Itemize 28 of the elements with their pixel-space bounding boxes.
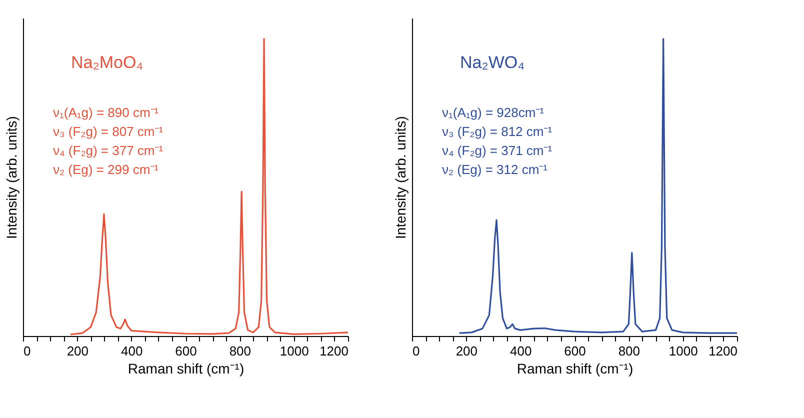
- x-tick-label: 800: [618, 344, 640, 358]
- x-tick-label: 1000: [280, 344, 309, 358]
- x-tick-label: 600: [564, 344, 586, 358]
- x-axis-title: Raman shift (cm⁻¹): [128, 360, 244, 376]
- y-axis-title: Intensity (arb. units): [392, 116, 408, 239]
- y-axis-title: Intensity (arb. units): [4, 116, 20, 239]
- x-tick-label: 400: [120, 344, 143, 358]
- x-tick-label: 800: [229, 344, 252, 358]
- text: Na₂MoO₄: [71, 53, 144, 72]
- x-tick-label: 1200: [320, 344, 348, 358]
- annotation: ν₄ (F₂g) = 377 cm⁻¹: [53, 143, 164, 158]
- x-tick-label: 400: [510, 344, 532, 358]
- x-tick-label: 1200: [708, 344, 738, 358]
- x-tick-label: 0: [412, 344, 420, 358]
- annotation: ν₃ (F₂g) = 807 cm⁻¹: [53, 124, 164, 139]
- text: Na₂WO₄: [460, 53, 525, 72]
- x-tick-label: 200: [66, 344, 89, 358]
- x-tick-label: 600: [175, 344, 197, 358]
- annotation: ν₂ (Eg) = 299 cm⁻¹: [53, 162, 160, 177]
- annotation: ν₁(A₁g) = 928cm⁻¹: [442, 105, 545, 120]
- annotation: ν₁(A₁g) = 890 cm⁻¹: [53, 105, 160, 120]
- annotation: ν₃ (F₂g) = 812 cm⁻¹: [442, 124, 553, 139]
- annotation: ν₄ (F₂g) = 371 cm⁻¹: [442, 143, 553, 158]
- annotation: ν₂ (Eg) = 312 cm⁻¹: [442, 162, 548, 177]
- x-tick-label: 1000: [668, 344, 698, 358]
- x-tick-label: 0: [24, 344, 31, 358]
- x-axis-title: Raman shift (cm⁻¹): [516, 360, 634, 376]
- x-tick-label: 200: [456, 344, 478, 358]
